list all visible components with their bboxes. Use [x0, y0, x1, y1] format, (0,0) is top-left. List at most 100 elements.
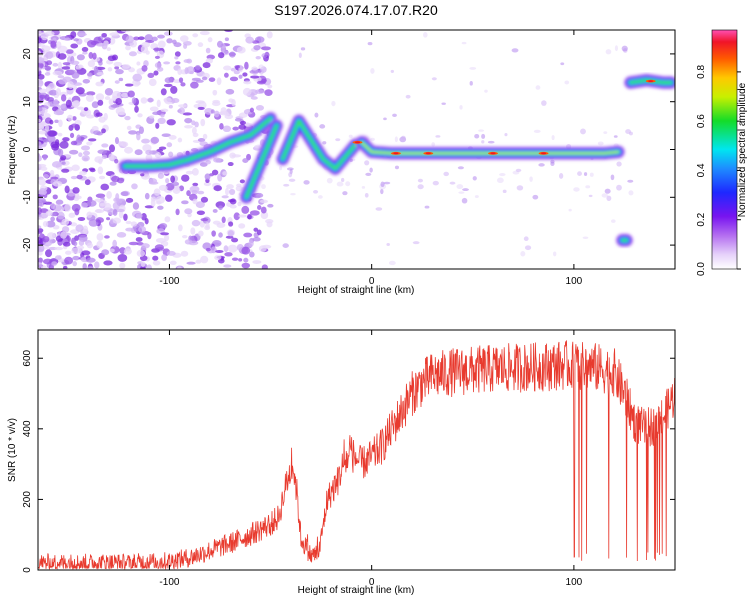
noise-blob: [231, 237, 239, 243]
noise-blob: [67, 69, 76, 74]
noise-blob: [157, 205, 164, 210]
noise-blob: [392, 113, 397, 118]
noise-blob: [541, 100, 547, 106]
noise-blob: [118, 210, 124, 219]
noise-blob: [205, 222, 210, 229]
noise-blob: [237, 201, 242, 207]
spectrogram-hotspots: [352, 79, 656, 155]
noise-blob: [461, 41, 467, 45]
noise-blob: [279, 165, 283, 171]
noise-blob: [261, 46, 271, 51]
noise-blob: [559, 172, 564, 179]
noise-blob: [184, 117, 193, 124]
noise-blob: [588, 194, 593, 198]
noise-blob: [87, 266, 94, 269]
noise-blob: [210, 246, 217, 254]
noise-blob: [160, 113, 165, 118]
noise-blob: [95, 66, 106, 71]
noise-blob: [551, 135, 555, 141]
noise-blob: [86, 200, 97, 207]
noise-blob: [258, 64, 264, 70]
noise-blob: [303, 180, 310, 185]
noise-blob: [55, 88, 62, 96]
noise-blob: [112, 208, 118, 216]
noise-blob: [163, 61, 171, 65]
noise-blob: [390, 69, 395, 73]
noise-blob: [252, 237, 261, 242]
noise-blob: [244, 122, 253, 127]
noise-blob: [175, 61, 181, 65]
noise-blob: [161, 254, 167, 262]
noise-blob: [144, 218, 149, 225]
noise-blob: [163, 97, 172, 103]
noise-blob: [158, 146, 167, 150]
noise-blob: [38, 118, 42, 123]
noise-blob: [61, 226, 70, 233]
noise-blob: [533, 129, 541, 134]
noise-blob: [95, 112, 103, 117]
noise-blob: [38, 153, 41, 162]
noise-blob: [227, 244, 238, 253]
noise-blob: [38, 202, 43, 207]
noise-blob: [92, 52, 97, 60]
noise-blob: [61, 161, 66, 165]
noise-blob: [38, 257, 43, 264]
noise-blob: [166, 38, 173, 44]
spectrogram-zero-trace: [355, 135, 625, 160]
noise-blob: [46, 60, 53, 66]
noise-blob: [77, 32, 87, 37]
noise-blob: [125, 35, 134, 44]
noise-blob: [231, 257, 239, 261]
colorbar-tick-label: 0.4: [696, 163, 707, 177]
noise-blob: [119, 262, 126, 269]
noise-blob: [229, 51, 236, 58]
noise-blob: [93, 65, 99, 74]
noise-blob: [580, 128, 586, 135]
noise-blob: [400, 135, 406, 140]
hotspot-core: [393, 152, 399, 155]
noise-blob: [222, 125, 232, 133]
noise-blob: [58, 119, 63, 128]
noise-blob: [110, 104, 120, 108]
noise-blob: [120, 30, 131, 33]
noise-blob: [461, 197, 468, 204]
noise-blob: [46, 96, 55, 102]
noise-blob: [288, 178, 296, 182]
colorbar-axes: 0.0 0.2 0.4 0.6 0.8: [696, 29, 741, 276]
noise-blob: [253, 227, 259, 232]
noise-blob: [65, 99, 72, 108]
noise-blob: [181, 174, 190, 182]
noise-blob: [370, 68, 375, 74]
noise-blob: [266, 31, 273, 39]
noise-blob: [173, 42, 182, 48]
noise-blob: [68, 212, 76, 218]
noise-blob: [131, 183, 138, 190]
noise-blob: [520, 251, 526, 257]
spectrogram-ytick-label: -10: [22, 190, 33, 205]
noise-blob: [226, 184, 234, 190]
noise-blob: [118, 112, 127, 116]
snr-xlabel: Height of straight line (km): [298, 585, 415, 596]
noise-blob: [64, 256, 74, 265]
noise-blob: [138, 225, 147, 233]
noise-blob: [223, 245, 229, 252]
noise-blob: [101, 128, 106, 134]
noise-blob: [72, 82, 83, 86]
noise-blob: [504, 133, 508, 137]
noise-blob: [124, 115, 131, 121]
noise-blob: [568, 208, 572, 212]
noise-blob: [134, 149, 143, 156]
spectrogram-main-trace: [118, 111, 278, 173]
noise-blob: [178, 107, 185, 115]
noise-blob: [516, 185, 524, 191]
noise-blob: [104, 88, 114, 96]
noise-blob: [227, 230, 235, 237]
noise-blob: [104, 235, 110, 239]
noise-blob: [164, 234, 170, 242]
noise-blob: [38, 197, 46, 204]
noise-blob: [82, 51, 88, 55]
noise-blob: [151, 36, 158, 42]
noise-blob: [60, 231, 67, 239]
noise-blob: [81, 46, 89, 52]
noise-blob: [125, 220, 132, 225]
